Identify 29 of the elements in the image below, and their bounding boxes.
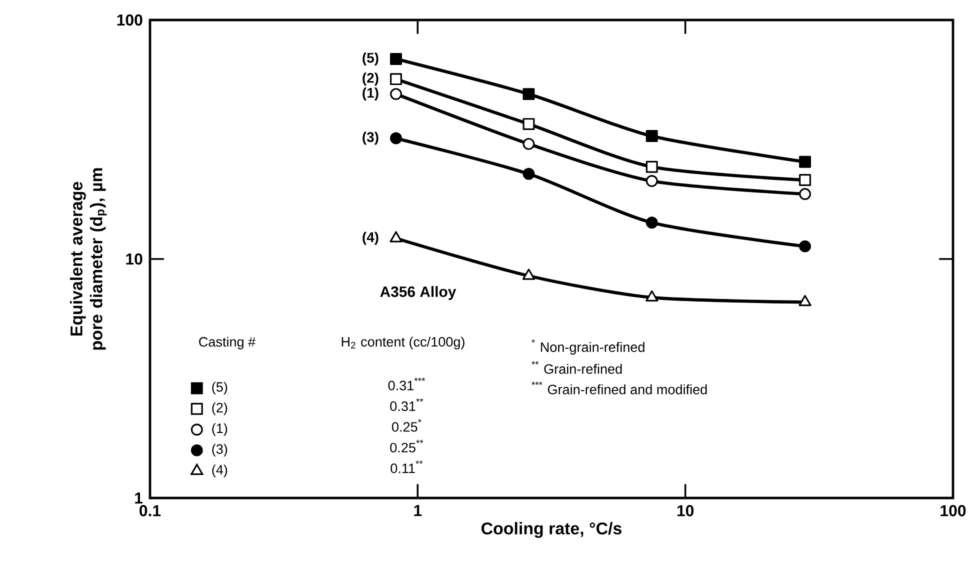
- x-tick-label: 10: [677, 505, 694, 516]
- x-axis-title: Cooling rate, °C/s: [482, 522, 622, 538]
- legend-label: (4): [212, 464, 228, 478]
- annotation: $^{***}$ Grain-refined and modified: [532, 382, 707, 394]
- annotation: 0.11$^{**}$: [390, 460, 423, 474]
- y-tick-label: 10: [126, 253, 142, 265]
- annotation: 0.31$^{**}$: [390, 398, 424, 412]
- x-tick-label: 1: [414, 505, 422, 516]
- text: (5): [362, 52, 378, 66]
- legend-label: (1): [212, 423, 228, 436]
- legend-title: Casting #: [199, 336, 256, 350]
- y-tick-label: 100: [117, 14, 142, 26]
- legend-label: (3): [212, 444, 228, 457]
- annotation: 0.25$^{**}$: [390, 440, 424, 452]
- legend-label: (5): [212, 382, 228, 394]
- annotation: H$_{2}$ content (cc/100g): [342, 336, 464, 350]
- text: (2): [362, 72, 378, 86]
- y-tick-label: 1: [135, 492, 142, 504]
- x-tick-label: 100: [940, 505, 966, 516]
- annotation: 0.31$^{***}$: [388, 378, 426, 390]
- text: (3): [362, 132, 378, 145]
- annotation: A356 Alloy: [380, 286, 456, 300]
- annotation: 0.25$^{*}$: [392, 419, 422, 432]
- annotation: $^{*}$ Non-grain-refined: [532, 339, 644, 355]
- text: (4): [362, 232, 378, 245]
- legend-label: (2): [212, 402, 228, 416]
- x-tick-label: 0.1: [140, 505, 161, 516]
- annotation: $^{**}$ Grain-refined: [532, 361, 622, 374]
- text: (1): [362, 88, 378, 101]
